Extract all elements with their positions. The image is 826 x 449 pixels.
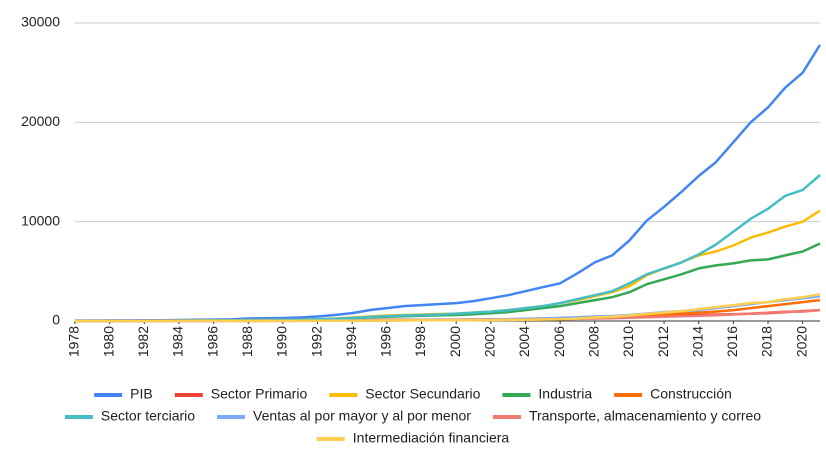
y-tick-label: 30000 bbox=[21, 14, 60, 30]
series-line bbox=[75, 292, 821, 323]
x-tick-label: 1990 bbox=[274, 326, 290, 357]
x-tick-label: 1984 bbox=[170, 326, 186, 357]
legend-item: Sector Primario bbox=[174, 386, 308, 402]
legend-item: PIB bbox=[94, 386, 153, 402]
x-tick-label: 2014 bbox=[689, 326, 705, 357]
legend-label: Intermediación financiera bbox=[353, 430, 510, 446]
x-tick-label: 2006 bbox=[551, 326, 567, 357]
y-tick-label: 10000 bbox=[21, 212, 60, 228]
x-tick-label: 1992 bbox=[308, 326, 324, 357]
x-tick-label: 2004 bbox=[516, 326, 532, 357]
x-tick-label: 2020 bbox=[793, 326, 809, 357]
legend-item: Intermediación financiera bbox=[316, 430, 510, 446]
legend-label: Sector Primario bbox=[211, 386, 308, 402]
legend-label: Industria bbox=[538, 386, 592, 402]
legend-item: Industria bbox=[502, 386, 592, 402]
legend-label: Construcción bbox=[650, 386, 732, 402]
legend-label: Transporte, almacenamiento y correo bbox=[529, 408, 761, 424]
x-tick-label: 2018 bbox=[759, 326, 775, 357]
y-tick-label: 0 bbox=[52, 312, 60, 328]
x-tick-label: 1982 bbox=[135, 326, 151, 357]
legend-item: Transporte, almacenamiento y correo bbox=[492, 408, 761, 424]
x-tick-label: 1978 bbox=[66, 326, 82, 357]
x-tick-label: 1996 bbox=[378, 326, 394, 357]
series-line bbox=[75, 174, 821, 323]
legend-item: Ventas al por mayor y al por menor bbox=[217, 408, 471, 424]
x-tick-label: 1988 bbox=[239, 326, 255, 357]
legend-item: Construcción bbox=[614, 386, 732, 402]
y-tick-label: 20000 bbox=[21, 113, 60, 129]
legend-label: PIB bbox=[130, 386, 153, 402]
legend-item: Sector Secundario bbox=[329, 386, 481, 402]
x-tick-label: 2002 bbox=[482, 326, 498, 357]
x-tick-label: 1980 bbox=[100, 326, 116, 357]
x-tick-label: 2000 bbox=[447, 326, 463, 357]
x-tick-label: 2012 bbox=[655, 326, 671, 357]
legend-label: Sector Secundario bbox=[365, 386, 480, 402]
x-tick-label: 1998 bbox=[412, 326, 428, 357]
series-line bbox=[75, 44, 822, 322]
x-tick-label: 1986 bbox=[204, 326, 220, 357]
x-tick-label: 2008 bbox=[585, 326, 601, 357]
x-tick-label: 1994 bbox=[343, 326, 359, 357]
x-tick-label: 2016 bbox=[724, 326, 740, 357]
legend-label: Ventas al por mayor y al por menor bbox=[253, 408, 471, 424]
x-tick-label: 2010 bbox=[620, 326, 636, 357]
legend-label: Sector terciario bbox=[101, 408, 195, 424]
legend-item: Sector terciario bbox=[64, 408, 195, 424]
